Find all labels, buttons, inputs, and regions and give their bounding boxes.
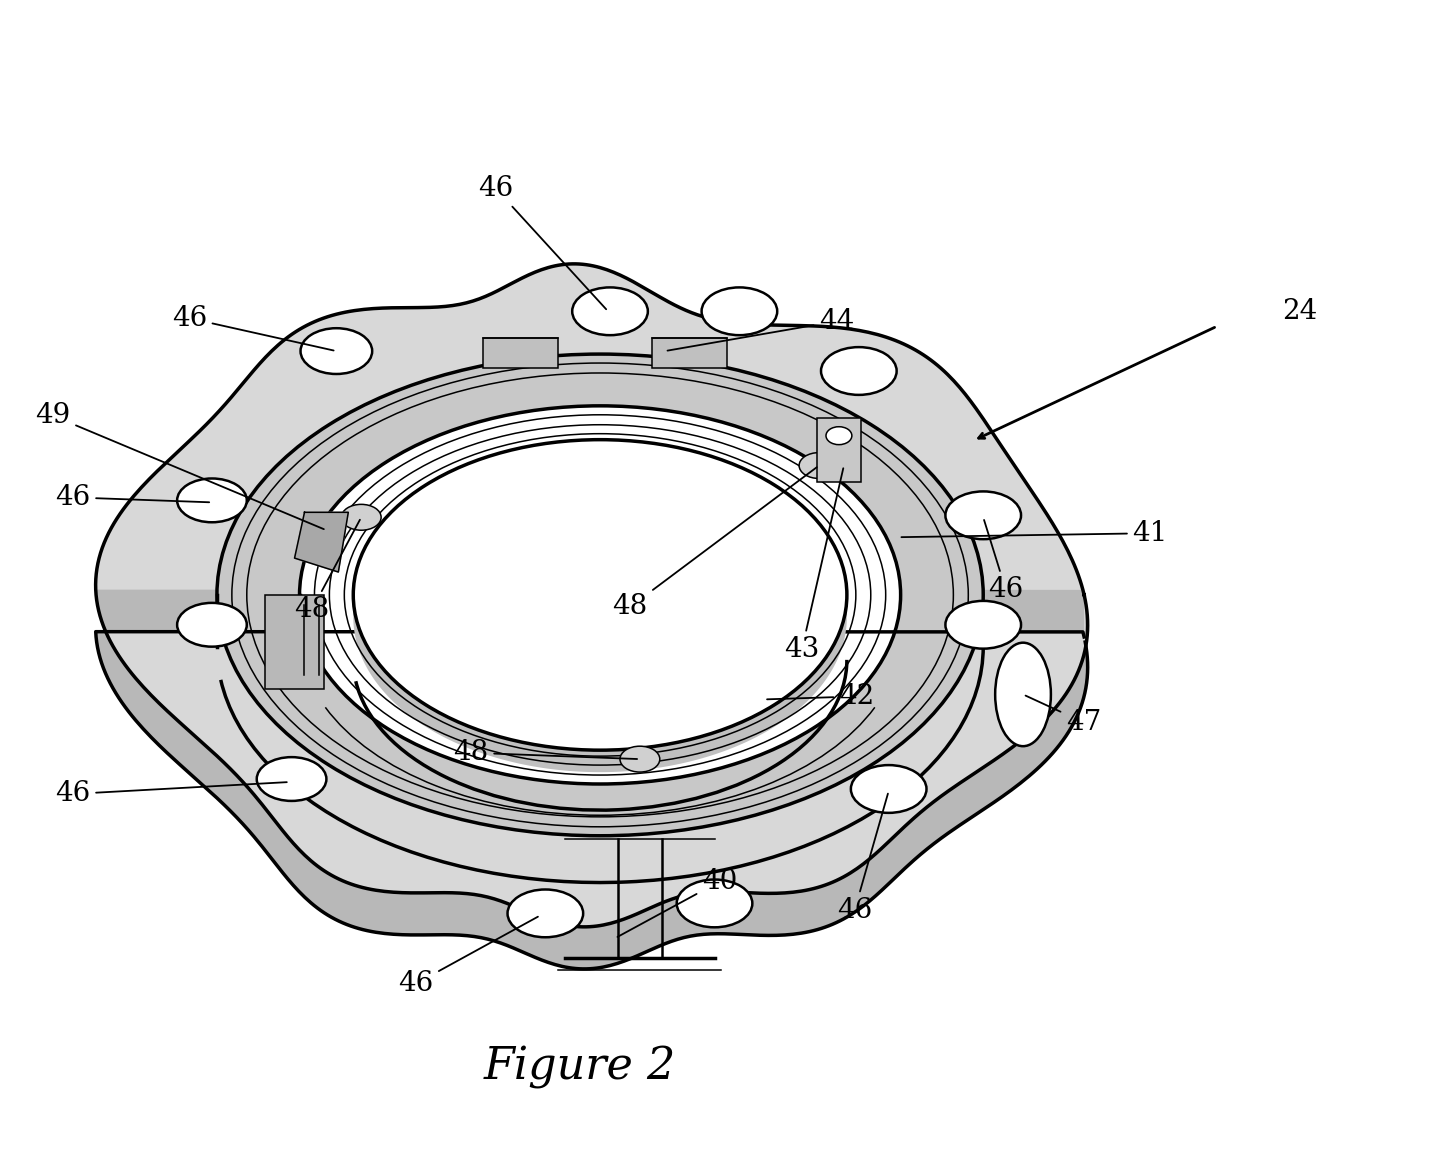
Text: 48: 48 <box>294 520 360 624</box>
Text: 40: 40 <box>617 869 737 937</box>
Ellipse shape <box>620 746 661 772</box>
Polygon shape <box>95 263 1088 926</box>
Bar <box>652 338 728 368</box>
Ellipse shape <box>945 491 1022 539</box>
Ellipse shape <box>217 355 983 836</box>
Text: 43: 43 <box>784 468 843 663</box>
Text: 46: 46 <box>399 917 538 997</box>
Ellipse shape <box>945 601 1022 649</box>
Ellipse shape <box>341 505 381 530</box>
Text: 46: 46 <box>55 484 209 511</box>
Ellipse shape <box>850 765 927 813</box>
Bar <box>482 338 558 368</box>
Ellipse shape <box>177 603 246 647</box>
Ellipse shape <box>301 328 373 374</box>
Ellipse shape <box>177 478 246 522</box>
Text: 46: 46 <box>171 305 334 350</box>
Text: 48: 48 <box>613 468 817 620</box>
Text: 46: 46 <box>55 781 286 807</box>
Polygon shape <box>96 590 1088 969</box>
Polygon shape <box>295 513 348 572</box>
Ellipse shape <box>573 288 648 335</box>
Ellipse shape <box>702 288 777 335</box>
Text: 48: 48 <box>453 739 637 766</box>
Text: 44: 44 <box>668 307 855 351</box>
Ellipse shape <box>508 889 583 937</box>
Ellipse shape <box>676 880 753 927</box>
Text: 46: 46 <box>478 174 606 310</box>
Ellipse shape <box>353 440 848 750</box>
Text: 41: 41 <box>901 520 1168 546</box>
Text: 24: 24 <box>1282 298 1317 325</box>
Bar <box>265 595 324 690</box>
Text: 46: 46 <box>837 793 888 924</box>
Ellipse shape <box>799 453 839 478</box>
Text: 42: 42 <box>767 683 873 710</box>
Ellipse shape <box>256 758 327 800</box>
Text: 46: 46 <box>984 520 1023 603</box>
Text: Figure 2: Figure 2 <box>484 1046 676 1089</box>
Ellipse shape <box>299 405 901 784</box>
Text: 47: 47 <box>1026 695 1101 736</box>
Bar <box>817 418 861 483</box>
Ellipse shape <box>822 348 896 395</box>
Text: 49: 49 <box>36 402 324 529</box>
Ellipse shape <box>996 642 1050 746</box>
Ellipse shape <box>826 426 852 445</box>
Polygon shape <box>354 547 848 773</box>
